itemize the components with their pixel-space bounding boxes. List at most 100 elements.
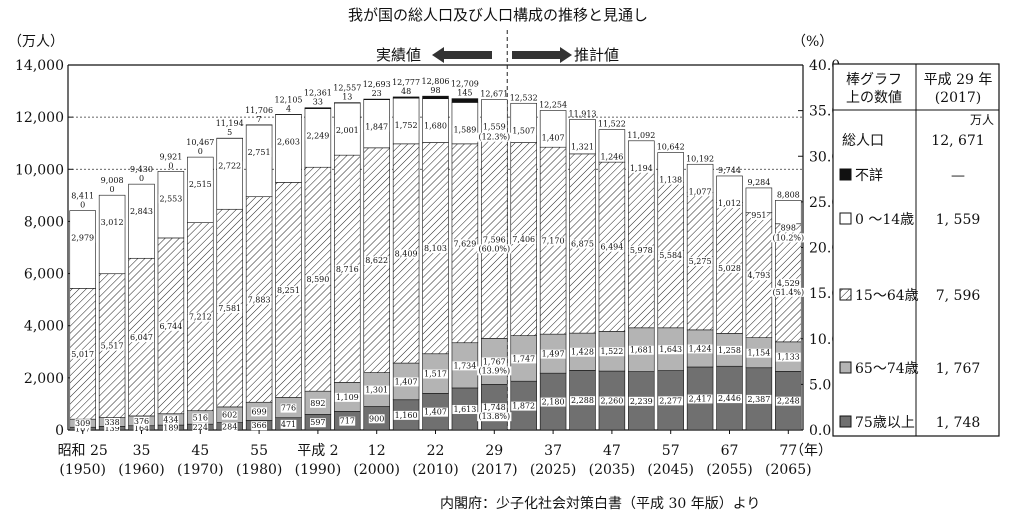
legend-value: 1, 559 [936,212,981,228]
bar-segment-0-14 [510,102,537,143]
bar-segment-0-14 [69,210,96,289]
bar-segment-unknown [422,95,449,100]
axes: 0 2,000 4,000 6,000 8,000 10,000 12,000 14,000 0… [15,30,840,439]
label-15-64-bg [570,239,595,249]
x-label-era: 35 [133,443,151,459]
label-15-64-bg [599,242,625,252]
label-65-74: 1,522 [600,347,623,356]
label-15-64: 8,103 [424,244,447,253]
y-right-tick-label: 15.0 [809,286,840,302]
x-label-era: 29 [485,443,503,459]
label-75-plus-bg [310,418,326,428]
label-0-14-bg [423,121,448,131]
y-right-unit: （%） [792,34,833,50]
percent-label: (13.8%) [478,412,510,421]
label-65-74-bg [540,349,566,359]
label-0-14-bg [99,218,125,228]
label-75-plus-bg [511,401,537,411]
bar-segment-0-14 [128,183,155,259]
legend-header-right-2: (2017) [935,90,982,106]
label-75-plus: 1,613 [453,405,476,414]
label-total: 12,254 [539,101,567,110]
label-65-74-bg [364,385,390,395]
x-label-era: 昭和 25 [58,443,108,459]
label-total: 9,430 [130,165,153,174]
label-15-64: 7,883 [248,295,271,304]
label-15-64: 7,581 [218,304,241,313]
label-65-74: 516 [193,413,208,422]
label-total: 12,806 [422,77,450,86]
legend-swatch [839,168,852,181]
label-0-14-bg [364,122,390,132]
label-0-14-bg [246,147,272,157]
label-65-74: 1,428 [571,348,594,357]
label-0-14: 1,589 [453,125,476,134]
x-label-year: (1960) [118,462,165,478]
label-total: 10,192 [686,154,714,163]
legend-swatch [839,415,852,428]
bar-segment-0-14 [98,194,126,275]
percent-label: (51.4%) [772,288,804,297]
label-0-14: 1,407 [542,134,565,143]
label-15-64-bg [687,257,713,267]
x-label-era: 67 [721,443,739,459]
label-65-74-bg [310,398,326,408]
label-75-plus-bg [687,394,713,404]
x-label-era: 55 [250,443,268,459]
legend-value: — [951,168,965,184]
y-right-tick-label: 35.0 [809,104,840,120]
label-75-plus: 139 [104,424,119,433]
y-right-tick-label: 40.0 [809,58,840,74]
label-15-64-bg [511,235,537,245]
label-unknown: 98 [430,86,440,95]
label-75-plus: 2,288 [571,396,594,405]
label-65-74: 338 [104,418,119,427]
label-15-64-bg [70,349,96,359]
label-15-64: 4,529 [777,279,800,288]
bar-segment-0-14 [245,124,273,198]
label-65-74-bg [334,392,360,402]
label-0-14-bg [158,194,184,204]
label-0-14-bg [780,223,797,233]
label-0-14-bg [511,126,537,136]
label-75-plus: 597 [310,418,325,427]
label-75-plus: 224 [193,423,208,432]
label-75-plus: 2,248 [777,397,800,406]
x-axis-labels: 昭和 25 (1950) 35 (1960) 45 (1970) 55 (1980) 平成 2 (… [58,430,812,478]
label-75-plus-bg [221,422,238,432]
label-total: 12,671 [480,90,508,99]
label-0-14: 2,001 [336,126,359,135]
label-15-64-bg [628,245,654,255]
y-right-tick-label: 25.0 [809,195,840,211]
label-unknown: 33 [313,98,323,107]
bar-segment-unknown [304,107,332,109]
label-65-74: 602 [222,411,237,420]
label-65-74-bg [251,407,267,417]
label-65-74: 1,301 [365,386,388,395]
label-0-14: 1,321 [571,142,594,151]
label-0-14-bg [305,131,331,141]
label-65-74-bg [423,369,448,379]
x-label-year: (2025) [530,462,577,478]
bar-segment-0-14 [275,114,302,183]
label-15-64: 5,017 [71,350,94,359]
label-0-14-bg [540,133,566,143]
label-75-plus: 1,748 [483,403,506,412]
label-15-64-bg [746,271,772,281]
y-left-tick-label: 10,000 [15,162,64,178]
label-total: 9,744 [718,166,741,175]
label-15-64-bg [129,333,154,343]
label-0-14-bg [599,152,625,162]
label-unknown: 0 [139,174,144,183]
y-right-tick-label: 20.0 [809,241,840,257]
label-65-74-bg [599,347,625,357]
label-65-74: 1,681 [630,346,653,355]
x-label-era: 37 [544,443,562,459]
bar-segment-0-14 [775,200,802,225]
x-label-year: (1950) [59,462,106,478]
percent-label: (12.3%) [478,133,510,142]
label-total: 11,522 [598,120,626,129]
label-65-74: 699 [251,407,266,416]
label-75-plus: 107 [75,425,90,434]
label-75-plus: 1,872 [512,402,535,411]
